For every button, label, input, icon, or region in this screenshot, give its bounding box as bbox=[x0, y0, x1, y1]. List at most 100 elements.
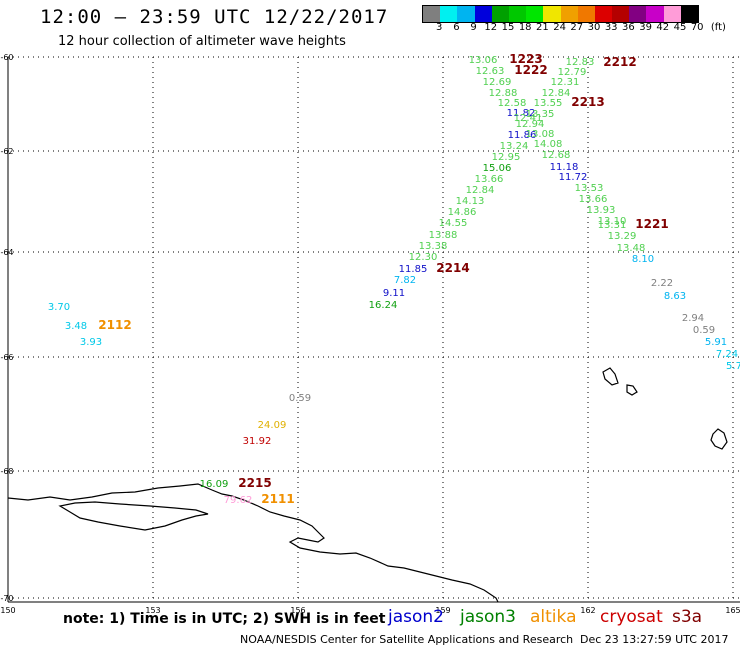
wave-height-value: 13.66 bbox=[579, 194, 608, 205]
wave-height-value: 13.55 bbox=[534, 98, 563, 109]
satellite-altika: altika bbox=[530, 607, 577, 627]
wave-height-value: 3.70 bbox=[48, 302, 70, 313]
latitude-tick-label: -60 bbox=[0, 53, 13, 62]
coastline bbox=[7, 483, 499, 603]
wave-height-value: 12.83 bbox=[566, 57, 595, 68]
wave-height-value: 5.7 bbox=[726, 361, 740, 372]
legend-swatch bbox=[423, 6, 441, 22]
wave-height-value: 13.53 bbox=[575, 183, 604, 194]
wave-height-value: 12.58 bbox=[498, 98, 527, 109]
legend-label: 70 bbox=[690, 22, 704, 33]
legend-label: 18 bbox=[518, 22, 532, 33]
wave-height-value: 13.31 bbox=[598, 220, 627, 231]
pass-time-label: 2212 bbox=[603, 55, 636, 69]
pass-time-label: 1222 bbox=[514, 63, 547, 77]
longitude-tick-label: 159 bbox=[435, 606, 450, 615]
wave-height-value: 14.13 bbox=[456, 196, 485, 207]
island-2 bbox=[626, 384, 638, 396]
credit-line: NOAA/NESDIS Center for Satellite Applica… bbox=[240, 633, 574, 646]
wave-height-value: 7.24 bbox=[716, 349, 738, 360]
wave-height-value: 13.06 bbox=[469, 55, 498, 66]
longitude-tick-label: 162 bbox=[580, 606, 595, 615]
legend-label: 27 bbox=[570, 22, 584, 33]
wave-height-value: 16.09 bbox=[200, 479, 229, 490]
wave-height-value: 8.63 bbox=[664, 291, 686, 302]
wave-height-value: 24.09 bbox=[258, 420, 287, 431]
observation-values: 13.0612.6312.6912.8812.5811.8212.4112.94… bbox=[48, 55, 740, 506]
legend-label: 9 bbox=[470, 22, 477, 33]
island-1 bbox=[602, 367, 619, 386]
wave-height-value: 12.95 bbox=[492, 152, 521, 163]
longitude-tick-label: 165 bbox=[725, 606, 740, 615]
wave-height-value: 12.68 bbox=[542, 150, 571, 161]
wave-height-value: 14.55 bbox=[439, 218, 468, 229]
wave-height-value: 3.48 bbox=[65, 321, 87, 332]
wave-height-value: 13.88 bbox=[429, 230, 458, 241]
wave-height-value: 3.93 bbox=[80, 337, 102, 348]
wave-height-value: 12.69 bbox=[483, 77, 512, 88]
graticule-labels: 150 153 156 159 162 165 -60 -62 -64 -66 -68 -70 bbox=[0, 53, 740, 615]
color-scale-legend bbox=[422, 5, 699, 23]
satellite-cryosat: cryosat bbox=[600, 607, 663, 627]
legend-swatch bbox=[680, 6, 698, 22]
legend-label: 6 bbox=[453, 22, 460, 33]
coastline-bay bbox=[58, 501, 209, 531]
wave-height-value: 12.88 bbox=[489, 88, 518, 99]
legend-label: 39 bbox=[639, 22, 652, 33]
pass-time-label: 2111 bbox=[261, 492, 294, 506]
wave-height-value: 2.22 bbox=[651, 278, 673, 289]
wave-height-value: 14.86 bbox=[448, 207, 477, 218]
wave-height-value: 12.79 bbox=[558, 67, 587, 78]
legend-swatch bbox=[543, 6, 561, 22]
wave-height-value: 12.31 bbox=[551, 77, 580, 88]
legend-swatch bbox=[560, 6, 578, 22]
wave-height-value: 11.18 bbox=[550, 162, 579, 173]
pass-time-label: 2215 bbox=[238, 476, 271, 490]
page-title: 12:00 – 23:59 UTC 12/22/2017 bbox=[40, 6, 389, 28]
wave-height-value: 13.93 bbox=[587, 205, 616, 216]
wave-height-value: 2.94 bbox=[682, 313, 704, 324]
latitude-tick-label: -62 bbox=[0, 147, 13, 156]
legend-label: 3 bbox=[436, 22, 443, 33]
page-subtitle: 12 hour collection of altimeter wave hei… bbox=[58, 34, 346, 49]
wave-height-value: 13.35 bbox=[526, 109, 555, 120]
wave-height-value: 8.10 bbox=[632, 254, 654, 265]
wave-height-value: 13.38 bbox=[419, 241, 448, 252]
legend-swatch bbox=[577, 6, 595, 22]
wave-height-value: 13.24 bbox=[500, 141, 529, 152]
legend-swatch bbox=[594, 6, 613, 22]
legend-swatch bbox=[508, 6, 527, 22]
satellite-jason2: jason2 bbox=[388, 607, 444, 627]
wave-height-value: 12.30 bbox=[409, 252, 438, 263]
units-note: note: 1) Time is in UTC; 2) SWH is in fe… bbox=[63, 611, 386, 627]
wave-height-value: 12.41 bbox=[514, 113, 543, 124]
legend-swatch bbox=[526, 6, 544, 22]
wave-height-value: 12.84 bbox=[542, 88, 571, 99]
legend-swatch bbox=[474, 6, 492, 22]
graticule bbox=[8, 56, 740, 602]
wave-height-value: 15.06 bbox=[483, 163, 512, 174]
legend-label: 21 bbox=[536, 22, 549, 33]
latitude-tick-label: -70 bbox=[0, 594, 13, 603]
wave-height-value: 9.11 bbox=[383, 288, 405, 299]
wave-height-value: 11.85 bbox=[399, 264, 428, 275]
legend-swatch bbox=[646, 6, 664, 22]
wave-height-value: 7.82 bbox=[394, 275, 416, 286]
wave-height-value: 5.91 bbox=[705, 337, 727, 348]
wave-height-value: 13.08 bbox=[526, 129, 555, 140]
longitude-tick-label: 150 bbox=[0, 606, 15, 615]
generated-timestamp: Dec 23 13:27:59 UTC 2017 bbox=[580, 633, 729, 646]
satellite-jason3: jason3 bbox=[460, 607, 516, 627]
wave-height-value: 79.62 bbox=[224, 495, 253, 506]
wave-height-value: 31.92 bbox=[243, 436, 272, 447]
legend-swatch bbox=[629, 6, 647, 22]
wave-height-value: 11.72 bbox=[559, 172, 588, 183]
legend-label: 12 bbox=[484, 22, 498, 33]
legend-label: 45 bbox=[673, 22, 687, 33]
wave-height-value: 0.59 bbox=[289, 393, 311, 404]
wave-height-value: 14.08 bbox=[534, 139, 563, 150]
pass-time-label: 2213 bbox=[571, 95, 604, 109]
legend-label: 24 bbox=[553, 22, 566, 33]
latitude-tick-label: -66 bbox=[0, 353, 13, 362]
